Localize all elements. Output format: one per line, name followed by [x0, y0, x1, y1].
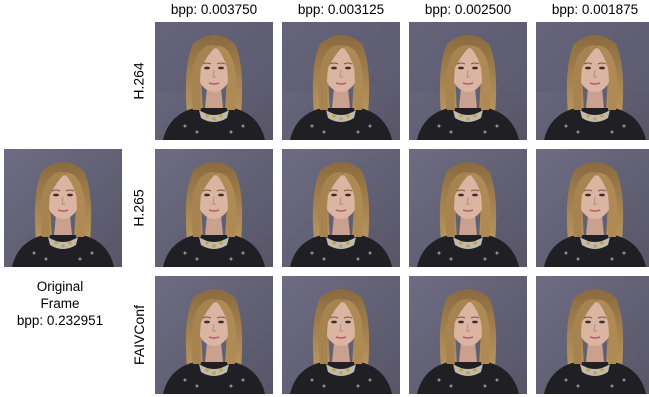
column-header-bpp-1: bpp: 0.003750 [170, 2, 258, 17]
row-label-h264: H.264 [131, 62, 148, 100]
original-caption-line-3: bpp: 0.232951 [16, 313, 104, 328]
frame-h265-col2 [282, 149, 400, 267]
row-label-faivconf: FAIVConf [131, 305, 148, 365]
frame-faivconf-col4 [536, 276, 649, 394]
row-label-h265: H.265 [131, 189, 148, 227]
column-header-bpp-3: bpp: 0.002500 [424, 2, 512, 17]
column-header-bpp-2: bpp: 0.003125 [297, 2, 385, 17]
original-frame-image [4, 149, 122, 267]
column-header-bpp-4: bpp: 0.001875 [551, 2, 639, 17]
frame-faivconf-col2 [282, 276, 400, 394]
original-caption-line-2: Frame [40, 296, 80, 311]
frame-h264-col2 [282, 22, 400, 140]
frame-faivconf-col1 [155, 276, 273, 394]
frame-h264-col3 [409, 22, 527, 140]
original-frame-caption: Original Frame bpp: 0.232951 [2, 278, 118, 329]
frame-faivconf-col3 [409, 276, 527, 394]
frame-h264-col1 [155, 22, 273, 140]
frame-h264-col4 [536, 22, 649, 140]
frame-h265-col1 [155, 149, 273, 267]
frame-h265-col4 [536, 149, 649, 267]
original-caption-line-1: Original [36, 279, 84, 294]
frame-h265-col3 [409, 149, 527, 267]
